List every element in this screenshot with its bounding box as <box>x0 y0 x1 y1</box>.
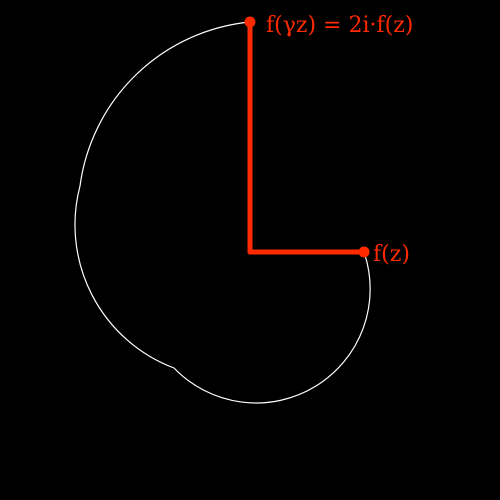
spiral-curve <box>74 21 371 404</box>
label-f-z: f(z) <box>373 242 410 267</box>
point-f-gamma-z <box>244 16 256 28</box>
point-f-z <box>358 246 370 258</box>
label-f-gamma-z: f(γz) = 2i·f(z) <box>266 13 413 38</box>
